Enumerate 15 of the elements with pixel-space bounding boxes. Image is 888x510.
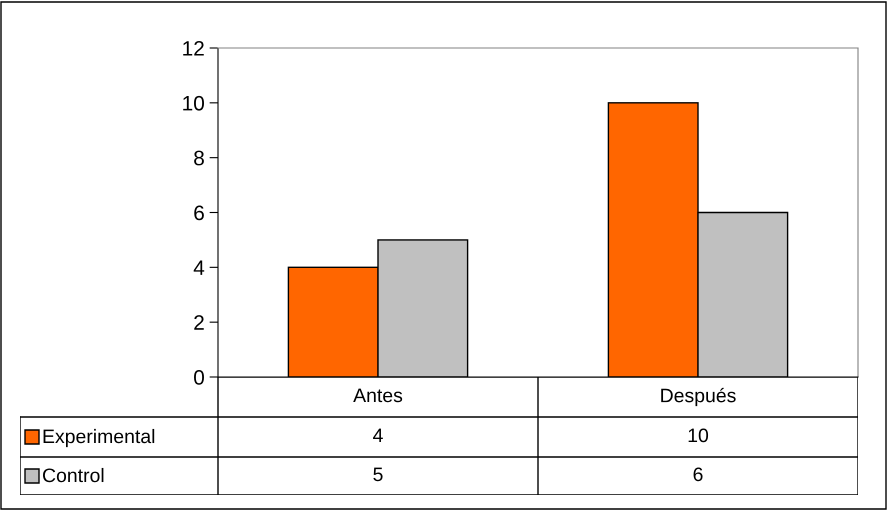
y-tick-label: 4 <box>194 260 204 275</box>
legend-label: Experimental <box>44 428 154 448</box>
y-tick-label: 12 <box>183 41 204 56</box>
data-label: 10 <box>688 428 708 442</box>
y-tick-label: 6 <box>194 206 204 220</box>
y-tick-label: 10 <box>183 96 204 111</box>
x-tick-label: Después <box>661 388 736 406</box>
data-label: 5 <box>373 468 383 482</box>
y-tick-label: 2 <box>194 315 204 330</box>
y-tick-label: 0 <box>194 370 204 385</box>
data-label: 6 <box>694 467 703 482</box>
y-tick-label: 8 <box>194 150 204 166</box>
data-label: 4 <box>373 428 383 442</box>
x-tick-label: Antes <box>353 388 402 402</box>
legend-label: Control <box>42 468 104 482</box>
